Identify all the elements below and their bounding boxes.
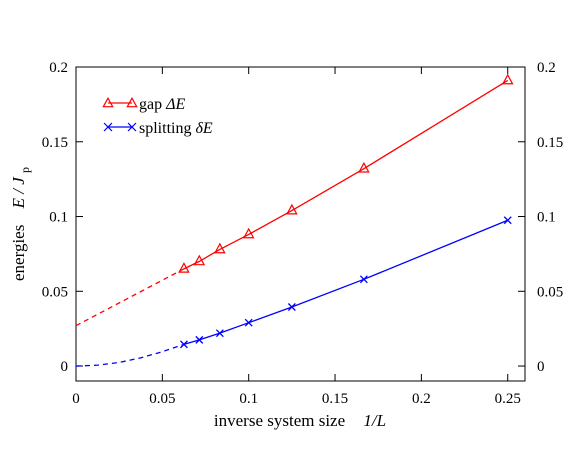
- series-gap-point: [214, 242, 226, 254]
- y-tick-label-right: 0.05: [537, 284, 563, 300]
- series-gap-extrapolation: [75, 268, 185, 327]
- x-tick-label: 0.2: [412, 391, 431, 407]
- legend-marker-splitting-left: [103, 122, 113, 132]
- series-gap-point: [286, 203, 298, 215]
- y-tick-label: 0.15: [42, 135, 68, 151]
- series-splitting-extrapolation: [75, 343, 185, 367]
- series-gap-point: [358, 161, 370, 173]
- y-tick-label: 0: [61, 359, 69, 375]
- x-tick-label: 0.15: [322, 391, 348, 407]
- y-tick-label-right: 0.15: [537, 135, 563, 151]
- series-splitting-line: [183, 219, 508, 345]
- series-gap-point: [242, 227, 255, 239]
- axis-ticks: 0 0.05 0.1 0.15 0.2 0.250 00.05 0.050.1 0.10.15 0…: [42, 60, 564, 407]
- series-splitting-point: [287, 303, 296, 311]
- legend-label-gap: gap ΔE: [139, 96, 186, 113]
- legend-label-splitting: splitting δE: [139, 120, 213, 137]
- x-tick-label: 0: [72, 391, 80, 407]
- series-gap-point: [501, 73, 514, 85]
- y-tick-label: 0.1: [49, 210, 68, 226]
- legend-symbol-gap: ΔE: [165, 96, 185, 113]
- legend-marker-splitting-right: [127, 122, 137, 132]
- x-tick-label: 0.25: [495, 391, 521, 407]
- legend-symbol-splitting: δE: [195, 120, 212, 137]
- series-gap-line: [183, 79, 509, 270]
- legend-marker-gap-right: [126, 96, 138, 108]
- legend-marker-gap-left: [102, 96, 114, 108]
- y-axis-variable: E / J: [9, 176, 28, 210]
- y-tick-label-right: 0.1: [537, 210, 556, 226]
- x-axis-variable: 1/L: [363, 411, 386, 430]
- legend-text-splitting: splitting: [139, 120, 195, 137]
- series-gap-point: [178, 262, 190, 273]
- series-splitting-point: [179, 340, 188, 349]
- legend-entry-splitting: splitting δE: [103, 120, 213, 137]
- series-splitting-point: [195, 335, 204, 344]
- plot-frame: [75, 66, 526, 382]
- legend-entry-gap: gap ΔE: [102, 96, 186, 113]
- y-axis-subscript: p: [18, 167, 32, 173]
- series-splitting-point: [215, 329, 224, 338]
- series-splitting-point: [503, 216, 512, 225]
- series-layer: [75, 73, 514, 367]
- x-axis-label: inverse system size: [214, 411, 345, 430]
- y-tick-label: 0.05: [42, 284, 68, 300]
- y-axis-title: energies E / J p: [9, 167, 32, 281]
- legend: gap ΔE splitting δE: [102, 96, 213, 137]
- legend-text-gap: gap: [139, 96, 166, 113]
- y-tick-label-right: 0.2: [537, 60, 556, 76]
- y-axis-label: energies: [9, 225, 28, 281]
- series-gap-point: [193, 254, 206, 266]
- x-tick-label: 0.05: [149, 391, 175, 407]
- y-tick-label: 0.2: [49, 60, 68, 76]
- x-axis-title: inverse system size 1/L: [214, 411, 386, 430]
- series-splitting-point: [359, 275, 368, 284]
- y-tick-label-right: 0: [537, 359, 545, 375]
- series-splitting-point: [244, 318, 253, 327]
- x-tick-label: 0.1: [239, 391, 258, 407]
